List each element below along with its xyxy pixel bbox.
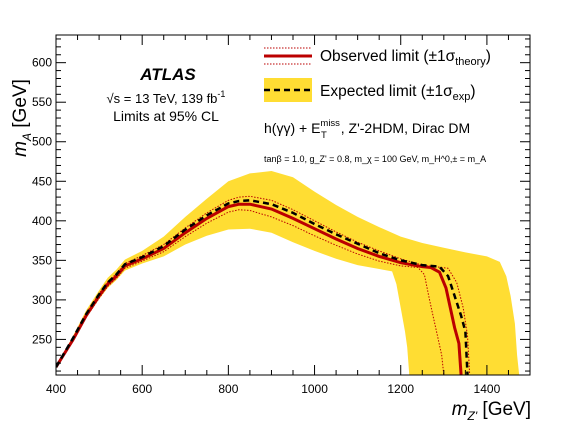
y-tick-label: 400 (32, 214, 52, 228)
cl-label: Limits at 95% CL (113, 108, 219, 124)
y-tick-label: 550 (32, 95, 52, 109)
legend: Observed limit (±1σtheory) Expected limi… (264, 47, 491, 103)
y-tick-label: 500 (32, 135, 52, 149)
x-axis-title: mZ' [GeV] (452, 399, 531, 423)
y-tick-label: 350 (32, 253, 52, 267)
atlas-label: ATLAS (139, 65, 196, 84)
y-tick-label: 250 (32, 332, 52, 346)
observed-minus-1sigma-theory-line (56, 209, 445, 375)
y-tick-label: 300 (32, 293, 52, 307)
x-tick-label: 800 (218, 382, 238, 396)
legend-expected-label: Expected limit (±1σexp) (320, 83, 476, 103)
x-tick-label: 1200 (387, 382, 414, 396)
expected-1sigma-band (56, 171, 520, 375)
y-axis-title: mA [GeV] (10, 79, 34, 157)
y-tick-label: 450 (32, 174, 52, 188)
x-tick-label: 400 (46, 382, 66, 396)
legend-observed-label: Observed limit (±1σtheory) (320, 48, 491, 68)
x-ticks: 400 600 800 1000 1200 1400 (46, 35, 531, 396)
x-tick-label: 600 (132, 382, 152, 396)
x-tick-label: 1400 (474, 382, 501, 396)
y-tick-label: 600 (32, 56, 52, 70)
expected-limit-line (56, 199, 469, 375)
process-label: h(γγ) + Emiss T, Z'-2HDM, Dirac DM (264, 118, 470, 141)
params-label: tanβ = 1.0, g_Z' = 0.8, m_χ = 100 GeV, m… (264, 154, 486, 164)
energy-lumi-label: √s = 13 TeV, 139 fb-1 (107, 89, 226, 106)
y-ticks: 250 300 350 400 450 500 550 600 (32, 38, 530, 372)
x-tick-label: 1000 (301, 382, 328, 396)
